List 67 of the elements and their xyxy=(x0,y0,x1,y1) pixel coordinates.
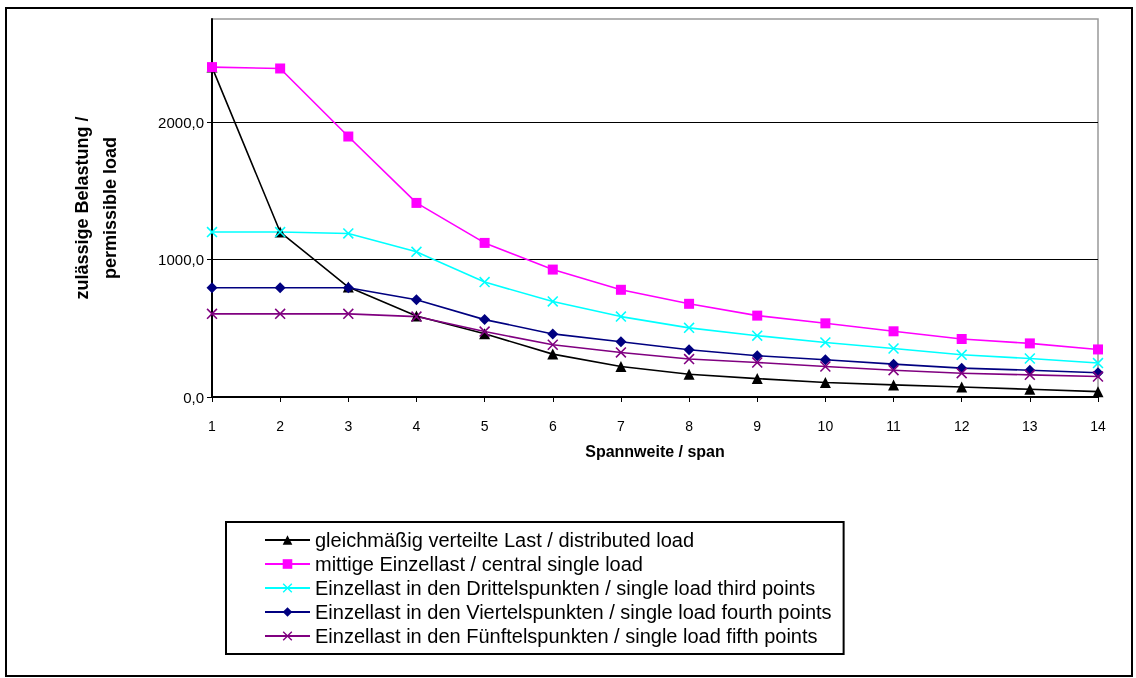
point xyxy=(888,326,899,337)
x-tick-label: 1 xyxy=(208,418,217,434)
legend-label: gleichmäßig verteilte Last / distributed load xyxy=(315,529,695,551)
point xyxy=(411,197,422,208)
point xyxy=(615,284,626,295)
y-tick-label: 1000,0 xyxy=(158,251,204,269)
y-axis-title: zulässige Belastung / permissible load xyxy=(72,116,120,300)
point xyxy=(820,318,831,329)
x-tick-label: 5 xyxy=(480,418,489,434)
legend-label: Einzellast in den Fünftelspunkten / single load fifth points xyxy=(315,625,818,647)
point xyxy=(410,294,422,306)
point xyxy=(888,342,900,354)
point xyxy=(547,264,558,275)
x-tick-label: 10 xyxy=(817,418,834,434)
point xyxy=(819,377,831,389)
point xyxy=(956,333,967,344)
x-tick-label: 4 xyxy=(412,418,421,434)
x-tick-label: 13 xyxy=(1022,418,1038,434)
point xyxy=(683,353,695,365)
point xyxy=(1024,338,1035,349)
point xyxy=(1092,357,1104,369)
point xyxy=(206,282,218,294)
point xyxy=(956,367,968,379)
x-tick-label: 7 xyxy=(617,418,626,434)
point xyxy=(274,282,286,294)
point xyxy=(274,308,286,320)
x-axis-title: Spannweite / span xyxy=(585,442,725,460)
y-tick-label: 0,0 xyxy=(183,388,204,406)
point xyxy=(275,63,286,74)
legend-label: Einzellast in den Drittelspunkten / single load third points xyxy=(315,577,816,599)
point xyxy=(206,226,218,238)
point xyxy=(343,131,354,142)
legend-label: mittige Einzellast / central single load xyxy=(315,553,643,575)
point xyxy=(1092,386,1104,398)
point xyxy=(819,354,831,366)
point xyxy=(683,344,695,356)
y-tick-label: 2000,0 xyxy=(158,113,204,131)
point xyxy=(819,360,831,372)
point xyxy=(684,298,695,309)
x-tick-label: 9 xyxy=(753,418,762,434)
point xyxy=(615,360,627,372)
x-tick-label: 8 xyxy=(685,418,694,434)
legend-label: Einzellast in den Viertelspunkten / single load fourth points xyxy=(315,601,832,623)
x-tick-label: 11 xyxy=(886,418,902,434)
x-tick-label: 12 xyxy=(953,418,970,434)
point xyxy=(479,237,490,248)
point xyxy=(751,330,763,342)
point xyxy=(956,381,968,393)
point xyxy=(888,379,900,391)
point xyxy=(547,339,559,351)
point xyxy=(1093,344,1103,355)
point xyxy=(683,368,695,380)
point xyxy=(751,350,763,362)
point xyxy=(819,336,831,348)
x-tick-label: 2 xyxy=(276,418,285,434)
point xyxy=(752,310,763,321)
point xyxy=(479,314,491,326)
x-tick-label: 3 xyxy=(344,418,353,434)
point xyxy=(1024,369,1036,381)
point xyxy=(751,373,763,385)
point xyxy=(547,348,559,360)
point xyxy=(1024,383,1036,395)
point xyxy=(547,328,559,340)
point xyxy=(683,322,695,334)
point xyxy=(615,336,627,348)
x-tick-label: 6 xyxy=(548,418,557,434)
x-tick-label: 14 xyxy=(1090,418,1106,434)
